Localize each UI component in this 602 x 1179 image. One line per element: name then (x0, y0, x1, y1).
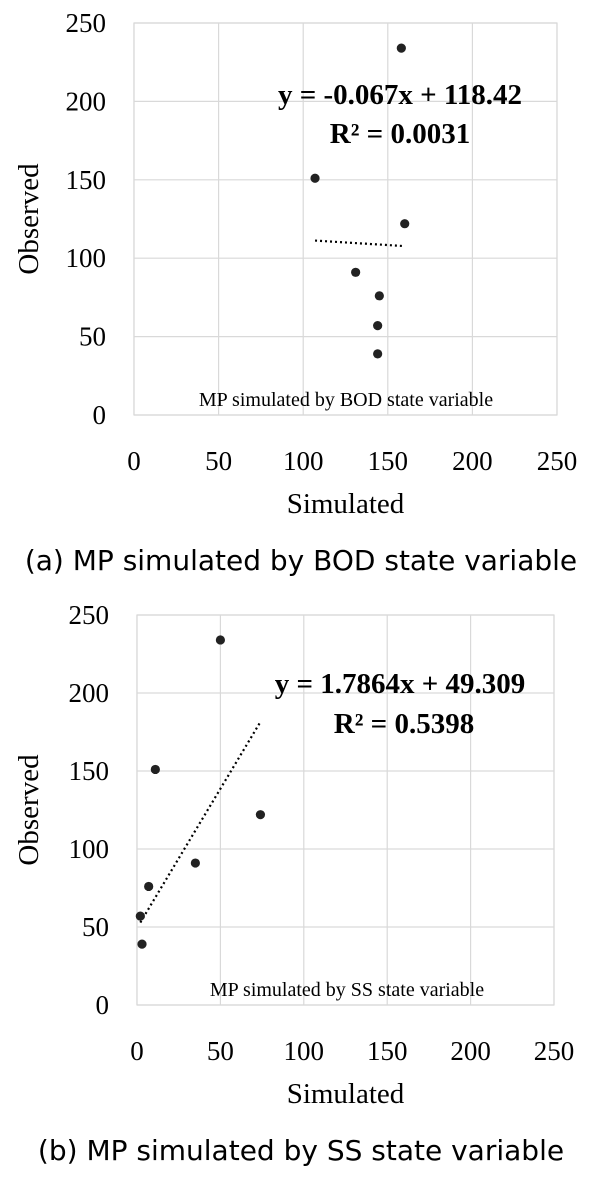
data-point (255, 810, 266, 820)
r-squared-label: R² = 0.0031 (330, 118, 470, 150)
trendline (314, 239, 405, 248)
data-point (374, 291, 384, 301)
chart-panel-0: 0 50 100 150 200 250 0 50 100 150 200 250 Simulated O… (13, 8, 577, 577)
data-point (351, 267, 361, 277)
r-squared-label: R² = 0.5398 (334, 708, 474, 740)
x-tick-label: 50 (205, 446, 232, 476)
x-tick-label: 150 (368, 446, 409, 476)
x-tick-label: 50 (207, 1036, 234, 1066)
trendline (139, 721, 262, 924)
data-point (373, 349, 383, 359)
y-tick-label: 200 (66, 86, 107, 116)
x-tick-label: 200 (452, 446, 493, 476)
y-tick-label: 100 (66, 243, 107, 273)
data-point (190, 858, 200, 868)
y-tick-label: 200 (69, 678, 110, 708)
y-tick-label: 250 (69, 600, 110, 630)
data-point (144, 881, 154, 892)
figure-caption: (a) MP simulated by BOD state variable (25, 544, 577, 577)
chart-panel-1: 0 50 100 150 200 250 0 50 100 150 200 250 Simulated O… (13, 600, 574, 1167)
y-axis-title: Observed (13, 754, 45, 866)
trendline-equation: y = 1.7864x + 49.309 (275, 668, 526, 700)
y-axis-title: Observed (13, 163, 45, 275)
x-tick-label: 250 (537, 446, 578, 476)
y-tick-label: 0 (93, 400, 107, 430)
plot-frame (136, 614, 555, 1006)
x-tick-label: 0 (127, 446, 141, 476)
x-axis-title: Simulated (287, 488, 405, 520)
x-tick-label: 150 (367, 1036, 408, 1066)
x-tick-label: 0 (130, 1036, 144, 1066)
y-tick-label: 100 (69, 834, 110, 864)
inner-chart-label: MP simulated by SS state variable (210, 979, 484, 1001)
data-point (400, 219, 410, 229)
figure-caption: (b) MP simulated by SS state variable (38, 1134, 564, 1167)
data-point (396, 43, 406, 53)
y-tick-label: 50 (82, 912, 109, 942)
data-point (137, 939, 147, 949)
y-tick-label: 250 (66, 8, 107, 38)
data-point (373, 321, 383, 331)
x-tick-label: 100 (284, 1036, 325, 1066)
plot-frame (133, 22, 558, 416)
y-tick-label: 150 (69, 756, 110, 786)
x-tick-label: 250 (534, 1036, 575, 1066)
x-tick-label: 100 (283, 446, 324, 476)
inner-chart-label: MP simulated by BOD state variable (199, 389, 493, 411)
data-point (310, 173, 320, 183)
data-point (150, 764, 160, 775)
trendline-equation: y = -0.067x + 118.42 (278, 79, 522, 111)
y-tick-label: 150 (66, 165, 107, 195)
x-tick-label: 200 (450, 1036, 491, 1066)
data-point (135, 911, 145, 921)
data-point (215, 635, 225, 645)
x-axis-title: Simulated (287, 1078, 405, 1110)
y-tick-label: 0 (96, 990, 110, 1020)
y-tick-label: 50 (79, 322, 106, 352)
